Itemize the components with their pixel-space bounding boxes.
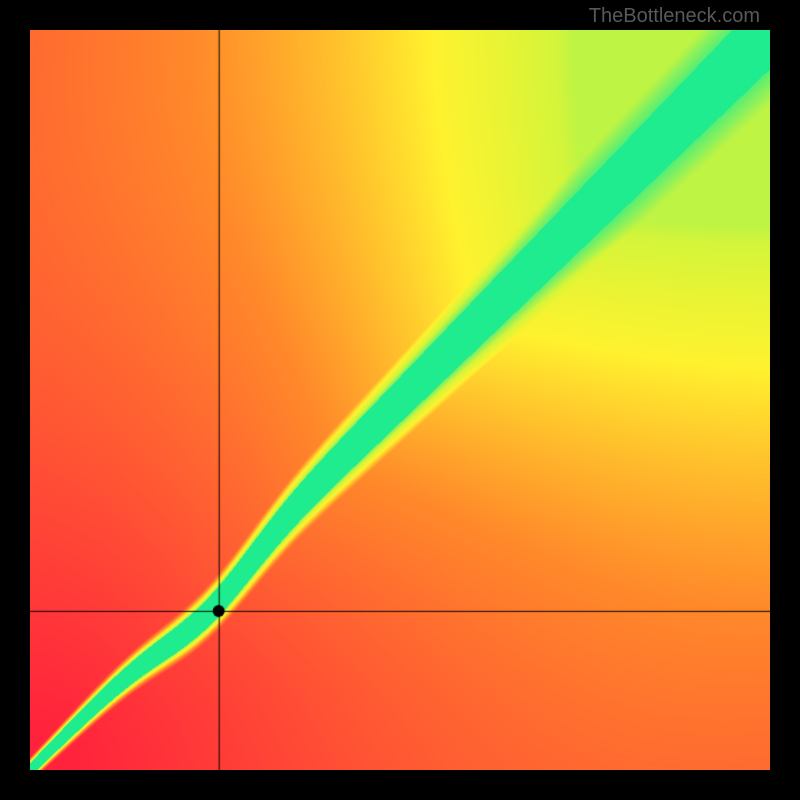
crosshair-overlay	[30, 30, 770, 770]
heatmap-plot	[30, 30, 770, 770]
watermark-text: TheBottleneck.com	[589, 5, 760, 28]
